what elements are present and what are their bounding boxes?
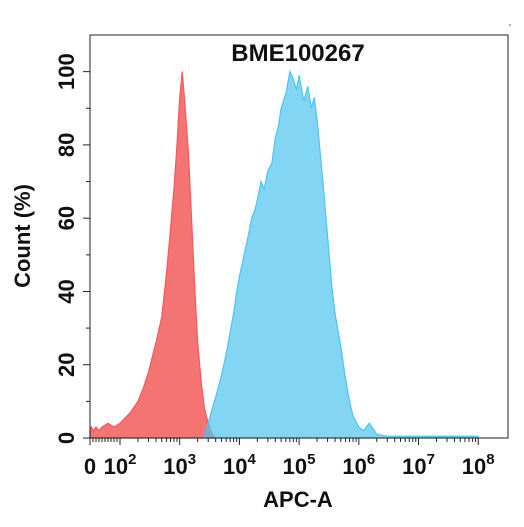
x-tick-label: 0 — [84, 454, 96, 479]
series-layer — [89, 69, 479, 439]
x-tick-label: 105 — [283, 451, 316, 479]
y-tick-label: 40 — [54, 279, 79, 303]
y-tick-label: 20 — [54, 352, 79, 376]
x-tick-label: 107 — [402, 451, 435, 479]
x-tick-label: 103 — [163, 451, 196, 479]
chart-title: BME100267 — [231, 40, 364, 67]
y-tick-label: 60 — [54, 206, 79, 230]
x-axis-title: APC-A — [263, 487, 333, 512]
histogram-series-1 — [202, 69, 479, 439]
x-tick-label: 104 — [223, 451, 256, 479]
x-axis-ticks: 0 102 103 104 105 106 107 108 — [84, 438, 495, 479]
x-tick-label: 106 — [342, 451, 375, 479]
x-tick-label: 108 — [462, 451, 495, 479]
histogram-series-0 — [89, 71, 217, 439]
corner-mark: ' — [509, 23, 511, 34]
x-tick-label: 102 — [104, 451, 137, 479]
y-axis-title: Count (%) — [10, 184, 35, 288]
y-tick-label: 0 — [54, 432, 79, 444]
y-tick-label: 80 — [54, 133, 79, 157]
y-tick-label: 100 — [54, 53, 79, 90]
y-axis-ticks: 0 20 40 60 80 100 — [54, 53, 90, 444]
